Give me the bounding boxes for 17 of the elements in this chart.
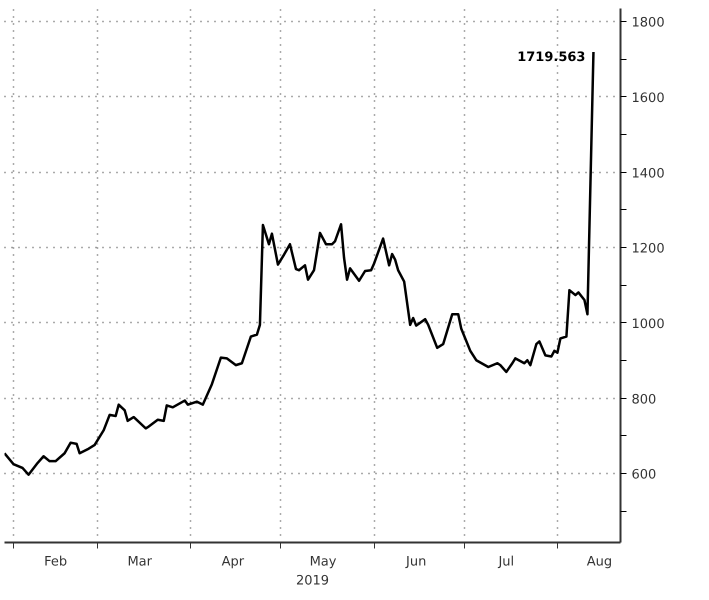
y-tick-label: 1200 [632,242,665,257]
x-tick-label: May [310,554,337,570]
x-tick-label: Feb [44,554,68,570]
y-tick-label: 800 [632,392,656,408]
x-tick-label: Jun [405,554,426,570]
x-tick-label: Jul [497,554,514,570]
y-tick-label: 600 [632,468,656,483]
line-series [4,50,595,476]
annotation: 1719.563 [517,50,586,65]
x-tick-label: Aug [586,554,612,570]
x-tick-label: Mar [127,554,153,570]
y-tick-label: 1600 [632,91,665,106]
x-axis-title: 2019 [296,574,330,588]
y-tick-label: 1800 [632,16,665,31]
y-tick-label: 1000 [632,316,665,332]
y-tick-label: 1400 [632,166,665,182]
x-tick-label: Apr [222,554,245,570]
